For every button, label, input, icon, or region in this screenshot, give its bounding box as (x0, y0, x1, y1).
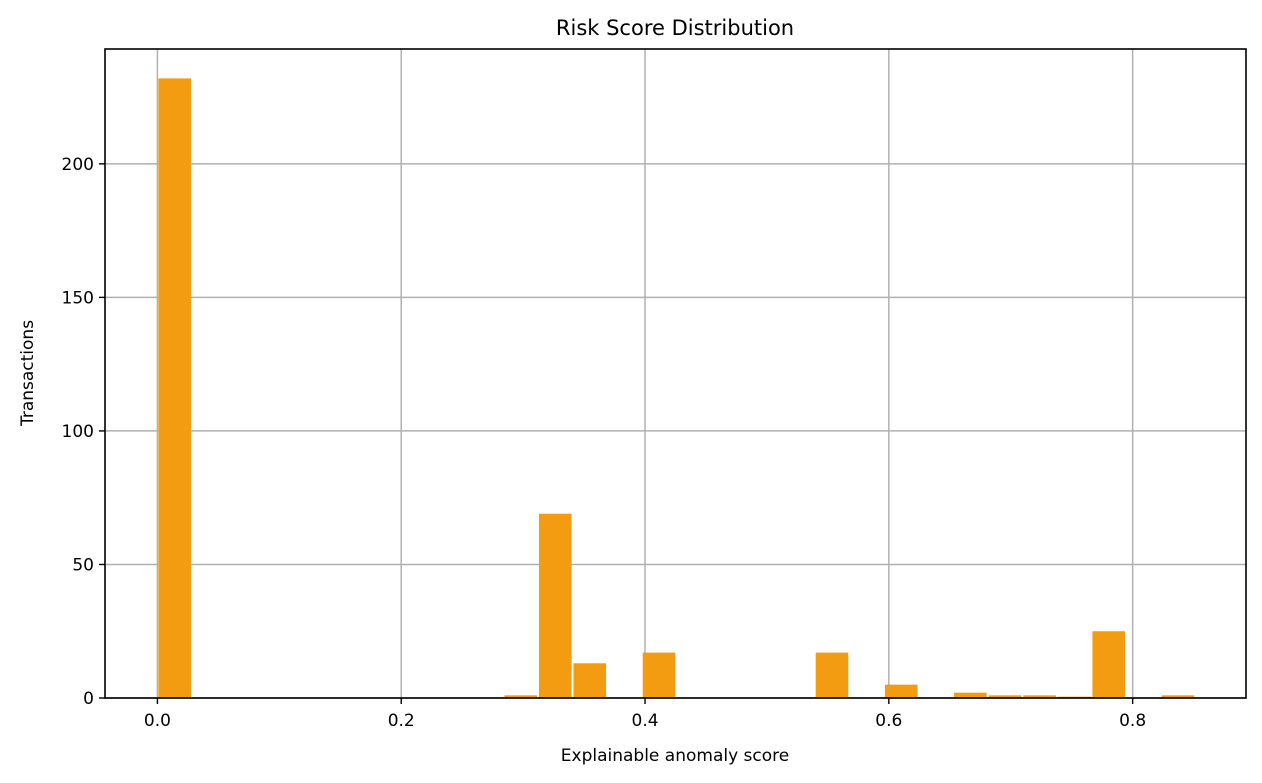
x-tick-label: 0.8 (1119, 711, 1146, 731)
histogram-bar (1023, 695, 1056, 698)
histogram-bar (1161, 695, 1195, 698)
histogram-bar (642, 652, 676, 698)
x-tick-label: 0.4 (632, 711, 659, 731)
histogram-bar (538, 513, 572, 698)
histogram-bar (573, 663, 607, 698)
histogram-bars (158, 78, 1195, 698)
y-tick-label: 100 (62, 422, 94, 442)
histogram-bar (988, 695, 1022, 698)
histogram-bar (1092, 631, 1126, 698)
y-tick-label: 50 (72, 555, 94, 575)
chart-title: Risk Score Distribution (556, 16, 794, 40)
y-axis-ticks: 0 50 100 150 200 (62, 155, 105, 709)
y-axis-label: Transactions (18, 320, 38, 427)
x-tick-label: 0.0 (144, 711, 171, 731)
grid-lines (105, 49, 1246, 699)
histogram-bar (504, 695, 537, 698)
histogram-bar (884, 684, 918, 698)
plot-frame (104, 48, 1247, 699)
x-tick-label: 0.2 (388, 711, 415, 731)
y-tick-label: 0 (83, 689, 94, 709)
x-axis-label: Explainable anomaly score (561, 746, 789, 766)
histogram-bar (954, 692, 987, 698)
x-tick-label: 0.6 (875, 711, 902, 731)
y-tick-label: 200 (62, 155, 94, 175)
histogram-bar (815, 652, 849, 698)
x-axis-ticks: 0.0 0.2 0.4 0.6 0.8 (144, 698, 1146, 731)
histogram-bar (158, 78, 192, 698)
y-tick-label: 150 (62, 288, 94, 308)
